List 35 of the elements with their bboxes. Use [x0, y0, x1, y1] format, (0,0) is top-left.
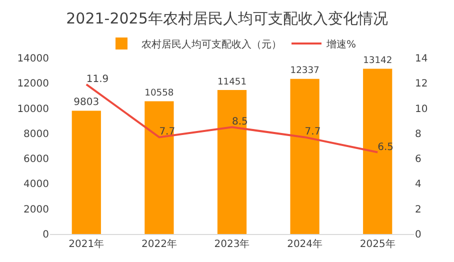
y2-tick-label: 10	[415, 104, 428, 115]
x-tick-label: 2025年	[360, 238, 396, 250]
legend-label: 农村居民人均可支配收入（元）	[142, 38, 282, 50]
y2-tick-label: 0	[415, 230, 422, 240]
x-tick-label: 2023年	[214, 238, 250, 250]
x-tick-label: 2021年	[68, 238, 104, 250]
data-label: 11.9	[86, 74, 109, 85]
y-tick-label: 8000	[24, 128, 49, 140]
bar	[290, 78, 320, 234]
bar	[72, 110, 101, 234]
data-label: 11451	[217, 77, 247, 88]
x-tick-label: 2022年	[141, 238, 177, 250]
y2-tick-label: 12	[415, 78, 428, 90]
data-label: 13142	[363, 56, 392, 66]
bar	[217, 90, 247, 234]
bar	[363, 68, 392, 234]
y2-tick-label: 4	[415, 179, 422, 190]
y-tick-label: 6000	[24, 154, 49, 166]
y-tick-label: 10000	[17, 104, 49, 115]
y-tick-label: 14000	[17, 54, 49, 64]
chart-title: 2021-2025年农村居民人均可支配收入变化情况	[66, 10, 388, 28]
y-tick-label: 2000	[24, 204, 49, 216]
legend-label: 增速%	[326, 38, 356, 50]
y2-tick-label: 14	[415, 54, 428, 64]
y-tick-label: 12000	[17, 78, 49, 90]
data-label: 10558	[144, 88, 174, 99]
data-label: 9803	[74, 96, 100, 108]
y2-tick-label: 2	[415, 204, 422, 216]
bar	[144, 101, 174, 234]
y-tick-label: 0	[42, 230, 49, 240]
y2-tick-label: 8	[415, 128, 422, 140]
data-label: 12337	[290, 66, 320, 76]
x-tick-label: 2024年	[287, 238, 323, 250]
y2-tick-label: 6	[415, 154, 422, 166]
y-tick-label: 4000	[24, 179, 49, 190]
